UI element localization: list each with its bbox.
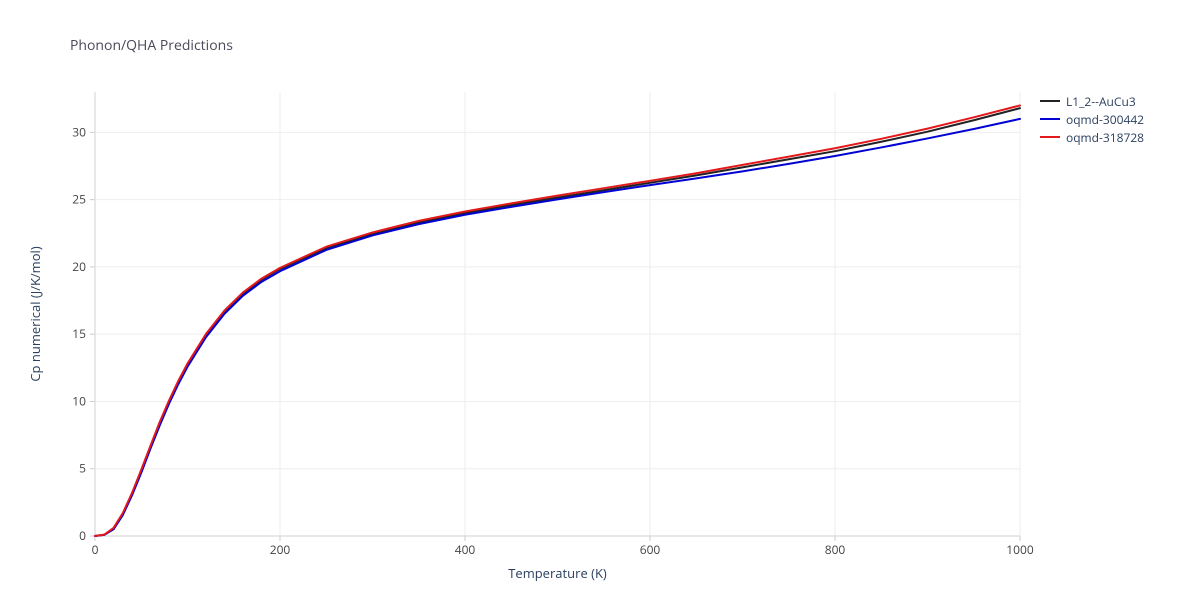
y-tick-label: 20 — [72, 258, 86, 275]
x-tick-label: 200 — [270, 541, 291, 558]
x-axis-label: Temperature (K) — [508, 564, 607, 582]
legend-swatch — [1040, 100, 1060, 102]
x-tick-label: 600 — [640, 541, 661, 558]
y-tick-label: 0 — [79, 527, 86, 544]
y-tick-label: 25 — [72, 191, 86, 208]
legend-item[interactable]: oqmd-300442 — [1040, 110, 1144, 128]
legend-item[interactable]: oqmd-318728 — [1040, 128, 1144, 146]
chart-container: { "chart": { "type": "line", "title": "P… — [0, 0, 1200, 600]
legend-label: oqmd-318728 — [1066, 129, 1144, 146]
legend-swatch — [1040, 118, 1060, 120]
y-tick-label: 10 — [72, 392, 86, 409]
x-tick-label: 400 — [455, 541, 476, 558]
y-axis-label: Cp numerical (J/K/mol) — [26, 246, 44, 381]
chart-legend: L1_2--AuCu3oqmd-300442oqmd-318728 — [1040, 92, 1144, 146]
chart-plot[interactable]: 0 200 400 600 800 1000 0 5 10 15 20 25 30 Temperature… — [0, 0, 1200, 600]
y-tick-label: 15 — [72, 325, 86, 342]
x-tick-label: 0 — [92, 541, 99, 558]
x-tick-label: 1000 — [1006, 541, 1034, 558]
y-tick-label: 5 — [79, 460, 86, 477]
legend-swatch — [1040, 136, 1060, 138]
x-tick-label: 800 — [825, 541, 846, 558]
legend-label: oqmd-300442 — [1066, 111, 1144, 128]
y-tick-label: 30 — [72, 123, 86, 140]
chart-title: Phonon/QHA Predictions — [70, 36, 233, 55]
legend-label: L1_2--AuCu3 — [1066, 93, 1136, 110]
legend-item[interactable]: L1_2--AuCu3 — [1040, 92, 1144, 110]
